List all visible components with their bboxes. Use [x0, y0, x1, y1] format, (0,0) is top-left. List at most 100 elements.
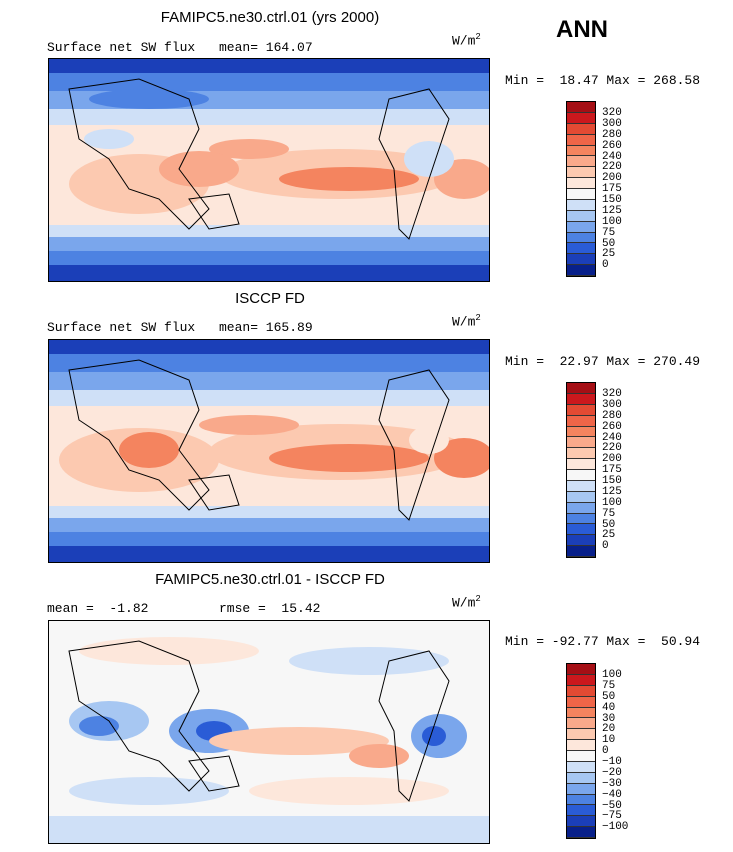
colorbar-tick-label: 125 [602, 204, 622, 217]
colorbar-swatch [567, 221, 595, 233]
colorbar-tick-label: 200 [602, 172, 622, 185]
colorbar-swatch [567, 685, 595, 697]
colorbar-swatch [567, 480, 595, 492]
colorbar-swatch [567, 243, 595, 255]
colorbar-swatch [567, 674, 595, 686]
colorbar-tick-label: −10 [602, 756, 622, 768]
colorbar-swatch [567, 535, 595, 547]
colorbar-swatch [567, 546, 595, 557]
panel-1-map-field [49, 59, 489, 281]
colorbar-tick-label: 175 [602, 464, 622, 477]
colorbar-swatch [567, 404, 595, 416]
colorbar-tick-label: 175 [602, 183, 622, 196]
panel-2-map [48, 339, 490, 563]
colorbar-swatch [567, 491, 595, 503]
panel-3-left-text: mean = -1.82 [47, 601, 149, 616]
colorbar-swatch [567, 232, 595, 244]
colorbar-swatch [567, 210, 595, 222]
panel-1-title: FAMIPC5.ne30.ctrl.01 (yrs 2000) [160, 9, 380, 26]
panel-1-minmax: Min = 18.47 Max = 268.58 [505, 73, 701, 88]
panel-2-colorbar [566, 382, 596, 558]
colorbar-swatch [567, 102, 595, 113]
colorbar-swatch [567, 426, 595, 438]
colorbar-tick-label: 50 [602, 690, 616, 703]
colorbar-tick-label: 75 [602, 226, 616, 239]
colorbar-tick-label: 240 [602, 150, 622, 163]
colorbar-tick-label: 0 [602, 540, 609, 553]
colorbar-tick-label: −75 [602, 810, 622, 823]
colorbar-swatch [567, 437, 595, 449]
colorbar-tick-label: 0 [602, 259, 609, 272]
colorbar-tick-label: 20 [602, 723, 616, 736]
colorbar-tick-label: 320 [602, 107, 622, 119]
colorbar-swatch [567, 470, 595, 481]
colorbar-swatch [567, 123, 595, 135]
colorbar-swatch [567, 265, 595, 276]
colorbar-tick-label: 75 [602, 679, 616, 692]
panel-2-units: W/m2 [452, 313, 481, 330]
panel-2-left-text: Surface net SW flux [47, 320, 196, 335]
season-label: ANN [556, 16, 608, 43]
colorbar-tick-label: −30 [602, 777, 622, 790]
colorbar-swatch [567, 415, 595, 427]
panel-3-title: FAMIPC5.ne30.ctrl.01 - ISCCP FD [155, 571, 385, 588]
panel-3-map [48, 620, 490, 844]
panel-2-minmax: Min = 22.97 Max = 270.49 [505, 354, 701, 369]
colorbar-tick-label: 240 [602, 431, 622, 444]
panel-3-units: W/m2 [452, 594, 481, 611]
colorbar-tick-label: 30 [602, 712, 616, 725]
panel-1-right-text: mean= 164.07 [219, 40, 313, 55]
panel-1-colorbar [566, 101, 596, 277]
colorbar-tick-label: 100 [602, 215, 622, 228]
colorbar-swatch [567, 740, 595, 751]
panel-2-map-field [49, 340, 489, 562]
colorbar-swatch [567, 393, 595, 405]
colorbar-tick-label: −50 [602, 799, 622, 812]
colorbar-tick-label: 150 [602, 194, 622, 206]
colorbar-tick-label: 260 [602, 420, 622, 433]
colorbar-tick-label: 25 [602, 248, 616, 261]
colorbar-swatch [567, 145, 595, 157]
panel-1-units: W/m2 [452, 32, 481, 49]
colorbar-tick-label: 150 [602, 475, 622, 487]
colorbar-swatch [567, 167, 595, 179]
colorbar-swatch [567, 805, 595, 817]
colorbar-tick-label: 100 [602, 669, 622, 681]
colorbar-swatch [567, 459, 595, 470]
panel-2-right-text: mean= 165.89 [219, 320, 313, 335]
panel-3-colorbar [566, 663, 596, 839]
colorbar-swatch [567, 178, 595, 189]
colorbar-swatch [567, 772, 595, 784]
colorbar-swatch [567, 199, 595, 211]
colorbar-swatch [567, 112, 595, 124]
colorbar-tick-label: 320 [602, 388, 622, 400]
colorbar-swatch [567, 524, 595, 536]
colorbar-tick-label: 125 [602, 485, 622, 498]
colorbar-swatch [567, 751, 595, 762]
colorbar-swatch [567, 761, 595, 773]
colorbar-tick-label: 75 [602, 507, 616, 520]
colorbar-tick-label: 0 [602, 745, 609, 758]
colorbar-tick-label: 220 [602, 442, 622, 455]
colorbar-tick-label: 25 [602, 529, 616, 542]
colorbar-tick-label: −40 [602, 788, 622, 801]
panel-3-right-text: rmse = 15.42 [219, 601, 321, 616]
colorbar-swatch [567, 729, 595, 741]
colorbar-swatch [567, 664, 595, 675]
colorbar-tick-label: 260 [602, 139, 622, 152]
colorbar-swatch [567, 696, 595, 708]
colorbar-swatch [567, 783, 595, 795]
colorbar-tick-label: 40 [602, 701, 616, 714]
colorbar-swatch [567, 816, 595, 828]
colorbar-tick-label: 10 [602, 734, 616, 747]
colorbar-swatch [567, 134, 595, 146]
panel-3-map-field [49, 621, 489, 843]
colorbar-swatch [567, 718, 595, 730]
colorbar-swatch [567, 513, 595, 525]
colorbar-swatch [567, 254, 595, 266]
colorbar-tick-label: 50 [602, 237, 616, 250]
colorbar-tick-label: 50 [602, 518, 616, 531]
panel-2-title: ISCCP FD [235, 290, 305, 307]
colorbar-tick-label: 300 [602, 398, 622, 411]
colorbar-swatch [567, 707, 595, 719]
